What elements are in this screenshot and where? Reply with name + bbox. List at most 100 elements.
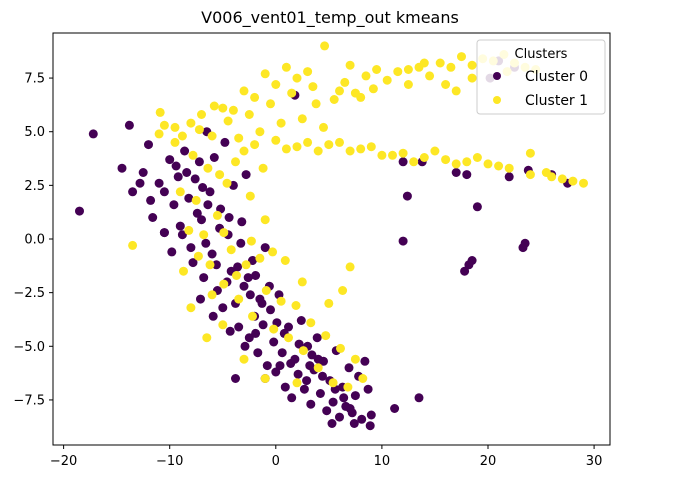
y-tick-label: 5.0 [24, 125, 45, 140]
data-point-cluster-1 [297, 114, 307, 124]
data-point-cluster-1 [268, 247, 278, 257]
data-point-cluster-0 [327, 419, 337, 428]
data-point-cluster-0 [266, 305, 275, 315]
data-point-cluster-0 [504, 172, 514, 182]
data-point-cluster-1 [281, 144, 291, 154]
data-point-cluster-0 [284, 322, 293, 332]
data-point-cluster-0 [520, 238, 530, 248]
data-point-cluster-0 [245, 290, 255, 300]
data-point-cluster-1 [203, 163, 213, 173]
data-point-cluster-1 [276, 296, 286, 306]
data-point-cluster-1 [276, 118, 286, 128]
data-point-cluster-0 [462, 170, 472, 180]
data-point-cluster-0 [251, 328, 261, 338]
data-point-cluster-0 [318, 371, 327, 381]
data-point-cluster-1 [226, 245, 236, 255]
y-tick-label: 7.5 [24, 72, 45, 87]
data-point-cluster-0 [224, 213, 234, 222]
data-point-cluster-0 [313, 354, 323, 364]
data-point-cluster-1 [409, 157, 419, 167]
data-point-cluster-1 [382, 75, 392, 85]
data-point-cluster-1 [177, 131, 187, 141]
data-point-cluster-0 [287, 393, 297, 403]
data-point-cluster-0 [186, 243, 196, 253]
y-tick-label: −7.5 [13, 393, 45, 408]
data-point-cluster-0 [225, 326, 235, 336]
data-point-cluster-1 [343, 382, 353, 392]
data-point-cluster-1 [260, 69, 270, 79]
data-point-cluster-1 [228, 105, 238, 115]
data-point-cluster-1 [321, 331, 331, 341]
data-point-cluster-0 [365, 421, 375, 431]
data-point-cluster-0 [211, 260, 221, 270]
data-point-cluster-0 [75, 206, 84, 216]
y-tick-label: −2.5 [13, 286, 45, 301]
data-point-cluster-1 [191, 195, 201, 205]
legend: Clusters Cluster 0 Cluster 1 [476, 39, 606, 115]
data-point-cluster-1 [430, 146, 440, 156]
data-point-cluster-0 [194, 157, 204, 167]
data-point-cluster-1 [446, 62, 456, 72]
data-point-cluster-1 [199, 230, 209, 240]
data-point-cluster-1 [250, 92, 260, 102]
data-point-cluster-0 [171, 161, 181, 171]
data-point-cluster-0 [198, 183, 208, 192]
data-point-cluster-0 [257, 298, 267, 308]
data-point-cluster-0 [220, 137, 230, 147]
data-point-cluster-1 [311, 99, 321, 109]
data-point-cluster-1 [207, 131, 217, 141]
data-point-cluster-0 [124, 120, 134, 130]
data-point-cluster-1 [271, 80, 281, 89]
data-point-cluster-0 [233, 262, 243, 272]
data-point-cluster-1 [159, 120, 169, 130]
data-point-cluster-1 [297, 277, 307, 287]
data-point-cluster-0 [294, 339, 304, 349]
data-point-cluster-0 [328, 397, 338, 407]
data-point-cluster-1 [284, 333, 293, 343]
data-point-cluster-1 [441, 80, 451, 89]
data-point-cluster-1 [457, 52, 466, 62]
data-point-cluster-0 [315, 389, 325, 398]
data-point-cluster-1 [467, 60, 477, 70]
data-point-cluster-0 [241, 170, 251, 180]
data-point-cluster-0 [188, 258, 198, 268]
data-point-cluster-1 [258, 163, 268, 173]
data-point-cluster-1 [223, 116, 233, 126]
data-point-cluster-1 [155, 107, 165, 117]
data-point-cluster-0 [402, 191, 412, 201]
data-point-cluster-0 [209, 153, 219, 162]
data-point-cluster-0 [293, 369, 303, 379]
data-point-cluster-0 [251, 271, 261, 280]
data-point-cluster-1 [255, 127, 265, 137]
data-point-cluster-1 [219, 279, 229, 289]
data-point-cluster-0 [173, 172, 183, 182]
data-point-cluster-1 [419, 153, 429, 162]
data-point-cluster-1 [280, 256, 290, 265]
x-tick-label: −20 [50, 454, 77, 469]
data-point-cluster-1 [261, 286, 271, 295]
data-point-cluster-1 [350, 354, 360, 364]
data-point-cluster-1 [260, 374, 270, 383]
data-point-cluster-1 [219, 228, 229, 238]
y-tick-label: 0.0 [24, 233, 45, 248]
data-point-cluster-1 [319, 122, 328, 132]
data-point-cluster-1 [239, 354, 249, 364]
data-point-cluster-1 [245, 191, 255, 201]
data-point-cluster-1 [218, 103, 228, 113]
data-point-cluster-1 [372, 65, 382, 74]
legend-box [476, 39, 606, 115]
data-point-cluster-1 [222, 178, 232, 188]
data-point-cluster-0 [339, 393, 349, 403]
data-point-cluster-0 [299, 384, 309, 394]
data-point-cluster-1 [287, 88, 297, 98]
data-point-cluster-1 [244, 110, 254, 119]
data-point-cluster-0 [398, 236, 408, 246]
data-point-cluster-0 [148, 213, 158, 222]
x-tick-label: 0 [272, 454, 280, 469]
data-point-cluster-1 [451, 159, 461, 169]
y-axis: −7.5 −5.0 −2.5 0.0 2.5 5.0 7.5 [13, 72, 53, 408]
x-tick-label: 30 [586, 454, 603, 469]
data-point-cluster-1 [504, 163, 514, 173]
data-point-cluster-1 [557, 174, 567, 184]
